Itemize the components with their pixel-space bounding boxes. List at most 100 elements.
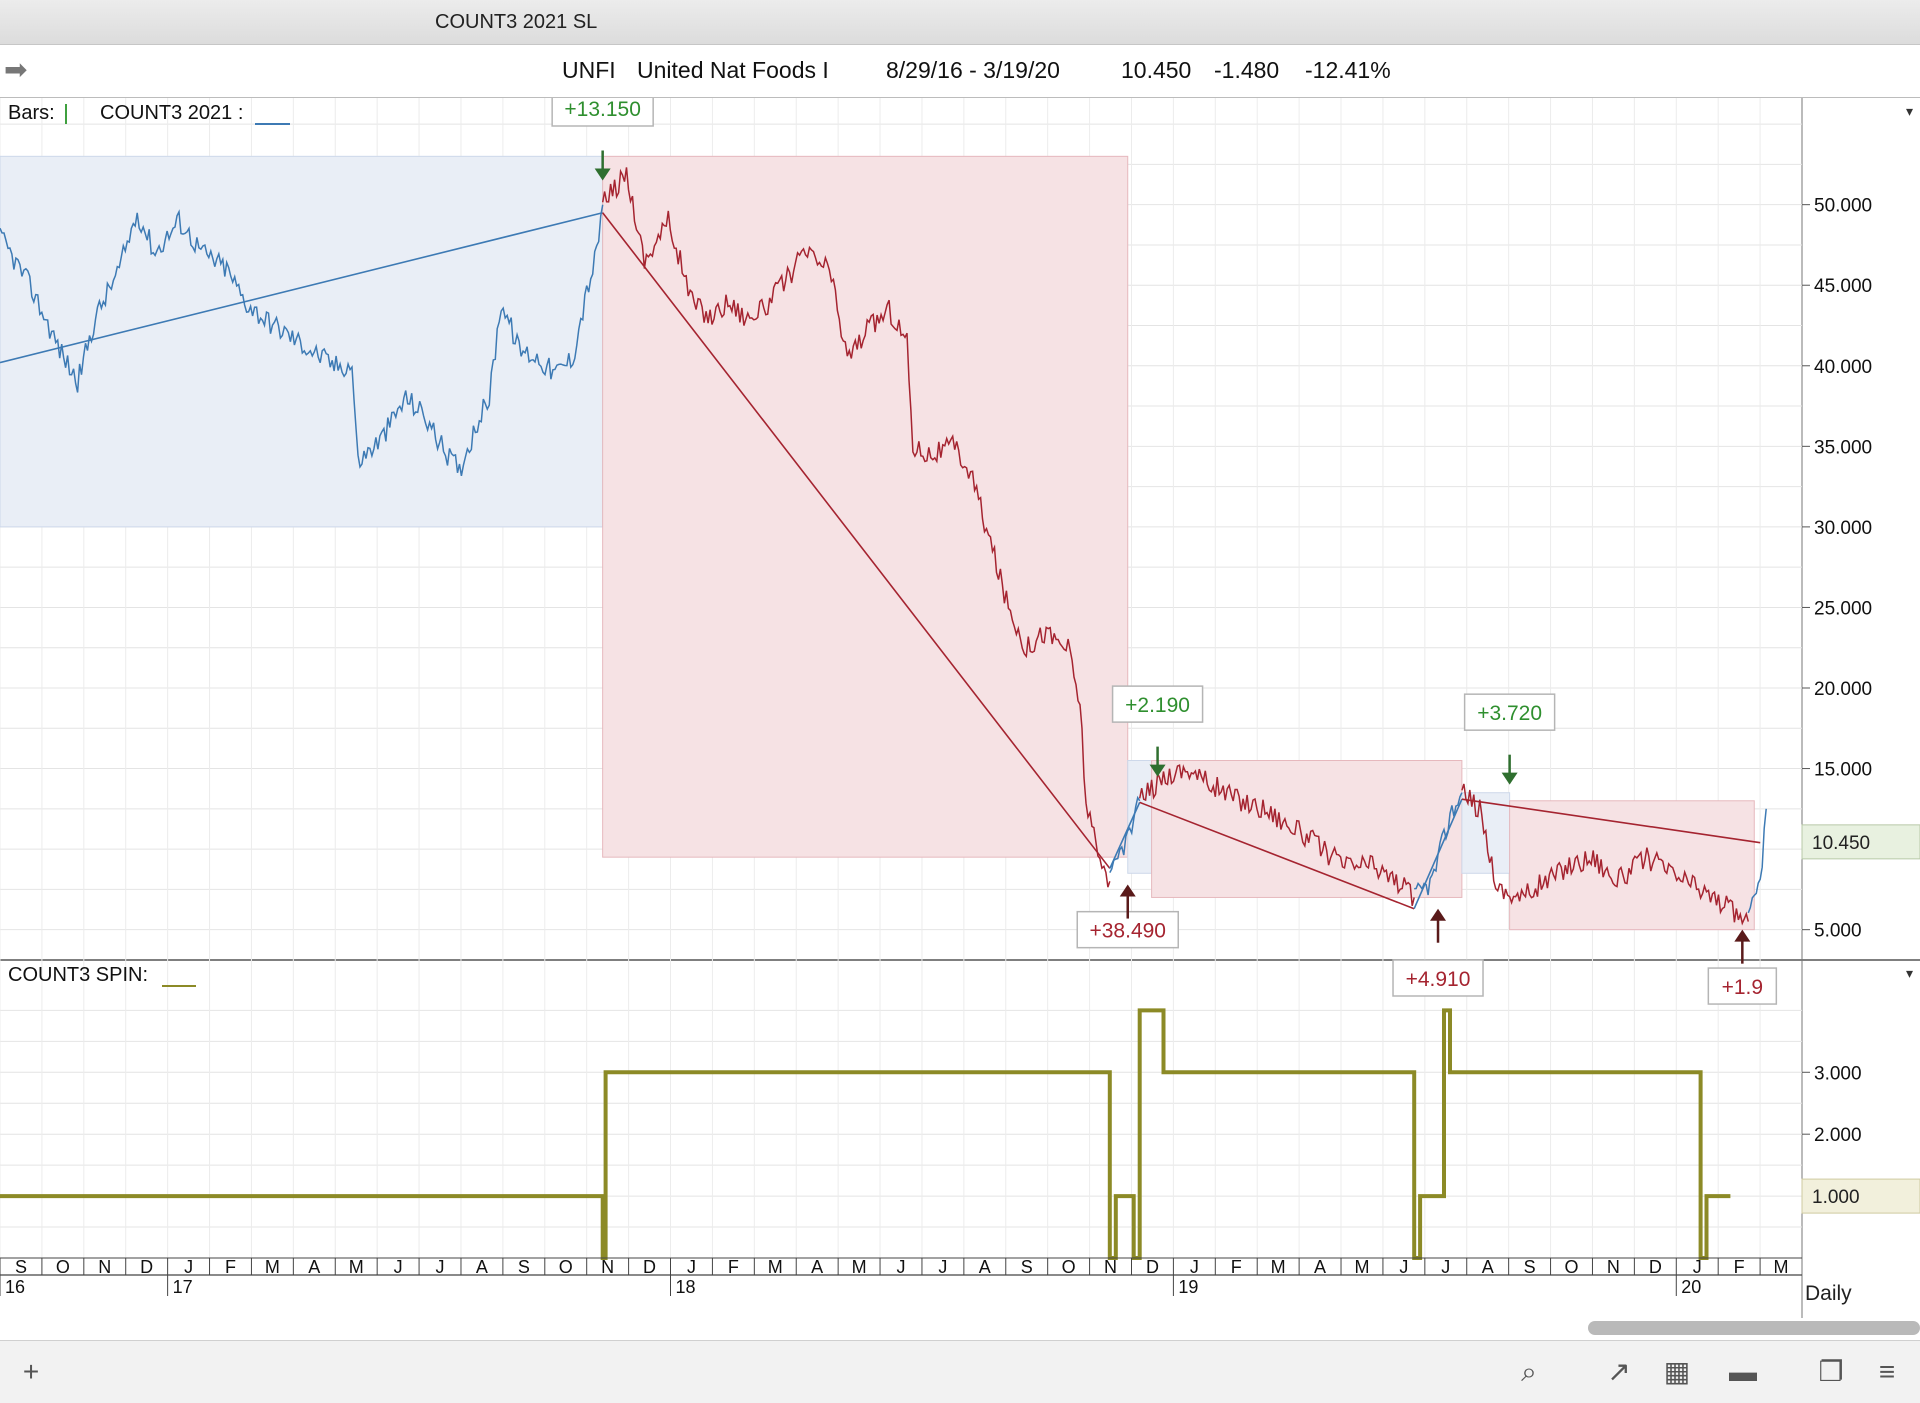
zone-blue [0,155,604,528]
window-title: COUNT3 2021 SL [435,11,598,33]
menu-icon[interactable]: ≡ [1878,1356,1896,1387]
up-arrow-head-icon [1734,929,1751,942]
month-label: O [1565,1257,1579,1277]
month-label: O [1062,1257,1076,1277]
down-arrow-head-icon [1501,772,1518,785]
annotation-box [551,98,654,127]
month-label: J [938,1257,947,1277]
month-label: M [349,1257,364,1277]
month-label: J [1693,1257,1702,1277]
zone-red [1151,760,1463,898]
month-label: M [1271,1257,1286,1277]
price-line-blue_1 [0,204,604,477]
book-icon[interactable]: ❐ [1818,1356,1844,1387]
price-line-red_1 [601,167,1111,888]
y-tick-label: 25.000 [1814,598,1872,619]
chart-axes: 50.000 45.000 40.000 35.000 30.000 25.000 20.0… [0,196,1920,1297]
month-label: M [768,1257,783,1277]
annotation-box [1463,693,1556,731]
month-label: J [436,1257,445,1277]
date-range: 8/29/16 - 3/19/20 [886,57,1060,83]
month-label: M [1774,1257,1789,1277]
price-line-red_3 [1461,783,1750,926]
month-label: D [140,1257,153,1277]
month-label: M [1354,1257,1369,1277]
annotation-box [1111,685,1204,723]
grid-icon[interactable]: ▦ [1663,1356,1691,1387]
up-arrow-head-icon [1119,884,1136,897]
trade-zones [0,155,1755,931]
last-spin-tag [1801,1178,1920,1214]
zone-red [602,155,1129,858]
horizontal-scrollbar[interactable] [1588,1321,1920,1335]
month-label: M [265,1257,280,1277]
zone-blue [1127,760,1153,874]
down-arrow-head-icon [1149,764,1166,777]
trend-line [1461,798,1761,844]
month-label: S [15,1257,27,1277]
year-label: 20 [1681,1277,1701,1297]
month-label: A [811,1257,823,1277]
month-label: F [1231,1257,1242,1277]
year-label: 18 [676,1277,696,1297]
month-label: O [56,1257,70,1277]
month-label: M [852,1257,867,1277]
annotation-box [1707,967,1778,1005]
month-label: N [98,1257,111,1277]
interval-label[interactable]: Daily [1805,1282,1852,1305]
y-tick-label: 45.000 [1814,276,1872,297]
month-label: F [225,1257,236,1277]
month-label: N [601,1257,614,1277]
month-label: J [1399,1257,1408,1277]
trend-line [602,212,1111,869]
window-titlebar: COUNT3 2021 SL [0,0,1920,45]
symbol-ticker: UNFI [562,57,616,83]
month-label: N [1104,1257,1117,1277]
last-price-tag-label: 10.450 [1812,833,1870,854]
trend-line [0,211,603,364]
last-price: 10.450 [1121,57,1192,83]
y-tick-label: 40.000 [1814,357,1872,378]
percent-change: -12.41% [1305,57,1391,83]
annotation-label: +4.910 [1406,968,1471,991]
price-chart[interactable]: +13.150 +2.190 +3.720 +38.490 +4.910 +1.9 50.… [0,98,1920,1318]
search-icon[interactable]: ⌕ [1521,1356,1537,1387]
month-label: A [1482,1257,1494,1277]
annotation-label: +2.190 [1125,694,1190,717]
price-change: -1.480 [1214,57,1280,83]
price-line-blue_2 [1109,795,1141,873]
y-tick-label: 35.000 [1814,437,1872,458]
year-label: 17 [173,1277,193,1297]
annotation-label: +13.150 [564,98,641,121]
month-label: J [394,1257,403,1277]
annotation-label: +1.9 [1722,976,1763,999]
month-label: F [728,1257,739,1277]
panel-menu-icon[interactable]: ▾ [1906,103,1913,119]
up-arrow-head-icon [1430,908,1447,921]
spin-line [0,1008,1731,1260]
y-tick-label: 20.000 [1814,679,1872,700]
price-series [0,167,1767,926]
line-chart-icon[interactable]: ↗ [1607,1356,1631,1387]
plus-icon[interactable]: + [22,1356,40,1387]
month-label: D [1146,1257,1159,1277]
month-label: J [687,1257,696,1277]
last-spin-tag-label: 1.000 [1812,1187,1860,1208]
year-label: 16 [5,1277,25,1297]
month-label: J [897,1257,906,1277]
spin-panel-menu-icon[interactable]: ▾ [1906,965,1913,981]
bars-label: Bars: [8,102,55,124]
month-label: J [1190,1257,1199,1277]
company-name: United Nat Foods I [637,57,829,83]
y-tick-label: 50.000 [1814,196,1872,217]
price-line-red_2 [1138,764,1415,906]
month-label: A [476,1257,488,1277]
y-tick-label: 2.000 [1814,1125,1862,1146]
panel-icon[interactable]: ▬ [1729,1356,1757,1387]
last-price-tag [1801,824,1920,860]
month-label: F [1734,1257,1745,1277]
y-tick-label: 3.000 [1814,1063,1862,1084]
month-label: S [1524,1257,1536,1277]
arrow-right-icon[interactable]: ➡ [4,54,28,85]
price-line-blue_3 [1414,792,1463,896]
